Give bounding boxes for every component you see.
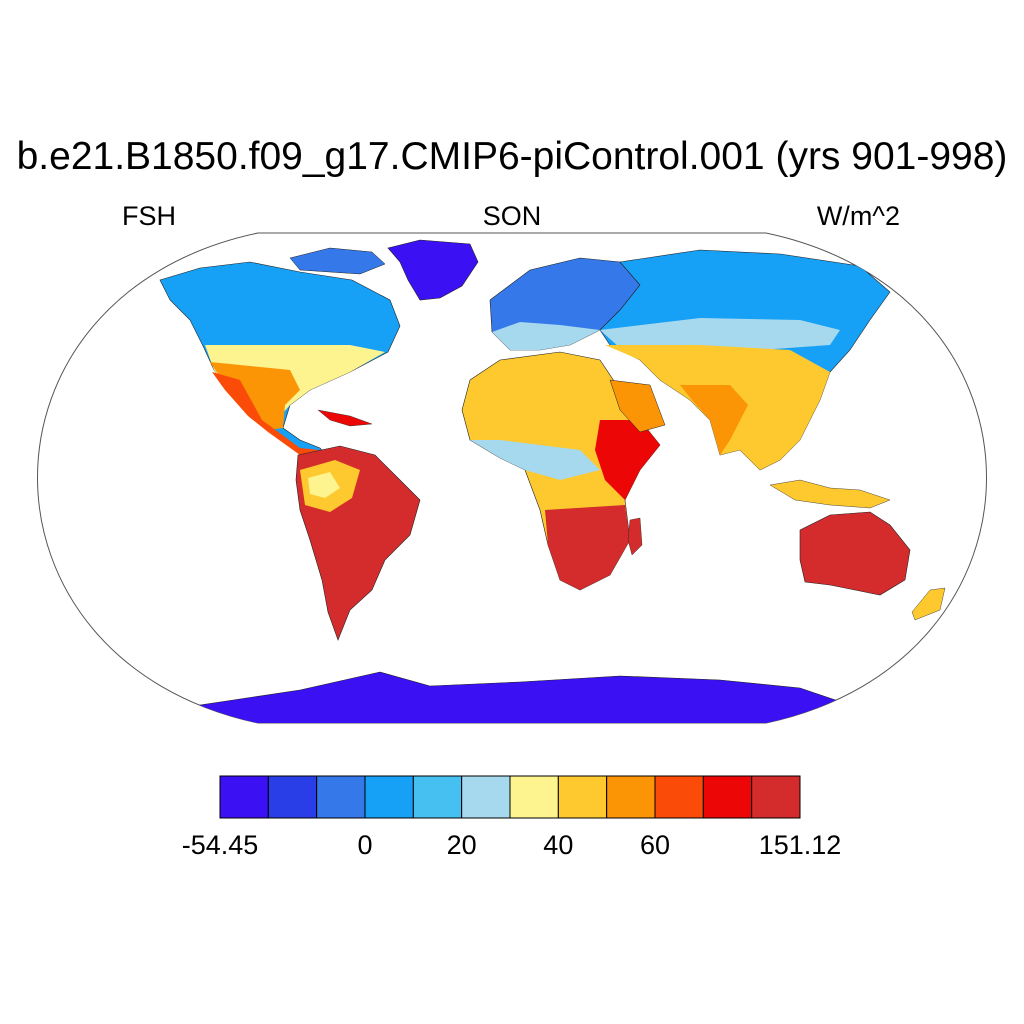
arctic-islands [289, 247, 386, 275]
colorbar-box [219, 775, 269, 819]
colorbar-tick-label: 0 [357, 830, 372, 860]
colorbar-box [509, 775, 559, 819]
colorbar-tick-label: 20 [447, 830, 477, 860]
greenland [387, 239, 479, 301]
colorbar-box [267, 775, 318, 819]
colorbar-box [461, 775, 511, 819]
variable-label: FSH [122, 201, 176, 231]
amazon-mild [308, 472, 340, 498]
india-hot [680, 385, 748, 455]
indonesia [769, 479, 891, 509]
colorbar-box [412, 775, 463, 819]
colorbar-box [702, 775, 753, 819]
europe-south [492, 322, 600, 350]
sahel-cool [470, 440, 600, 480]
colorbar-box [557, 775, 608, 819]
colorbar-box [364, 775, 414, 819]
caribbean-islands [317, 409, 373, 427]
colorbar-box [316, 775, 366, 819]
southern-africa-hot [545, 505, 630, 590]
colorbar-tick-label: -54.45 [182, 830, 259, 860]
australia [799, 511, 911, 596]
mexico-hot [212, 372, 320, 455]
season-label: SON [482, 201, 542, 231]
new-zealand [911, 587, 946, 621]
colorbar-tick-label: 60 [640, 830, 670, 860]
arabia [609, 379, 666, 433]
colorbar-box [654, 775, 704, 819]
madagascar [627, 517, 643, 556]
east-africa-hot [595, 420, 660, 500]
asia-mid [600, 318, 840, 352]
colorbar-tick-label: 40 [543, 830, 573, 860]
colorbar-tick-label: 151.12 [759, 830, 842, 860]
antarctica [199, 671, 851, 723]
plot-title: b.e21.B1850.f09_g17.CMIP6-piControl.001 … [16, 135, 1008, 178]
units-label: W/m^2 [816, 201, 900, 231]
colorbar-box [606, 775, 656, 819]
colorbar-box [751, 775, 801, 819]
